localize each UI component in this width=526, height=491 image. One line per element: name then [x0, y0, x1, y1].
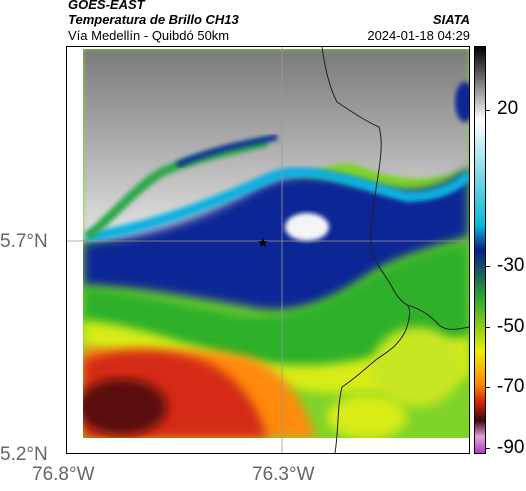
lon-tick-label: 76.3°W [252, 464, 315, 485]
colorbar-tick [486, 387, 490, 388]
colorbar-tick [486, 327, 490, 328]
satellite-label: GOES-EAST [68, 0, 145, 12]
region-subtitle: Vía Medellín - Quibdó 50km [68, 28, 230, 43]
lat-tick-label: 5.7°N [0, 231, 48, 252]
location-marker-icon: ★ [257, 235, 269, 250]
colorbar-label: -90 [497, 437, 525, 458]
colorbar-tick [486, 448, 490, 449]
colorbar-label: -50 [497, 316, 525, 337]
colorbar [474, 46, 486, 454]
border-line-east [406, 304, 469, 330]
datetime-label: 2024-01-18 04:29 [367, 28, 470, 43]
satellite-map: ★ [66, 46, 470, 454]
brightness-temperature-image: ★ [67, 47, 469, 453]
colorbar-label: -70 [497, 376, 525, 397]
border-line [321, 47, 411, 453]
product-title: Temperatura de Brillo CH13 [68, 12, 239, 27]
organization-label: SIATA [432, 12, 470, 27]
colorbar-label: -30 [497, 255, 525, 276]
colorbar-label: 20 [497, 98, 519, 119]
colorbar-tick [486, 266, 490, 267]
lon-tick-label: 76.8°W [32, 464, 95, 485]
lat-tick-label: 5.2°N [0, 444, 48, 465]
colorbar-tick [486, 110, 490, 111]
